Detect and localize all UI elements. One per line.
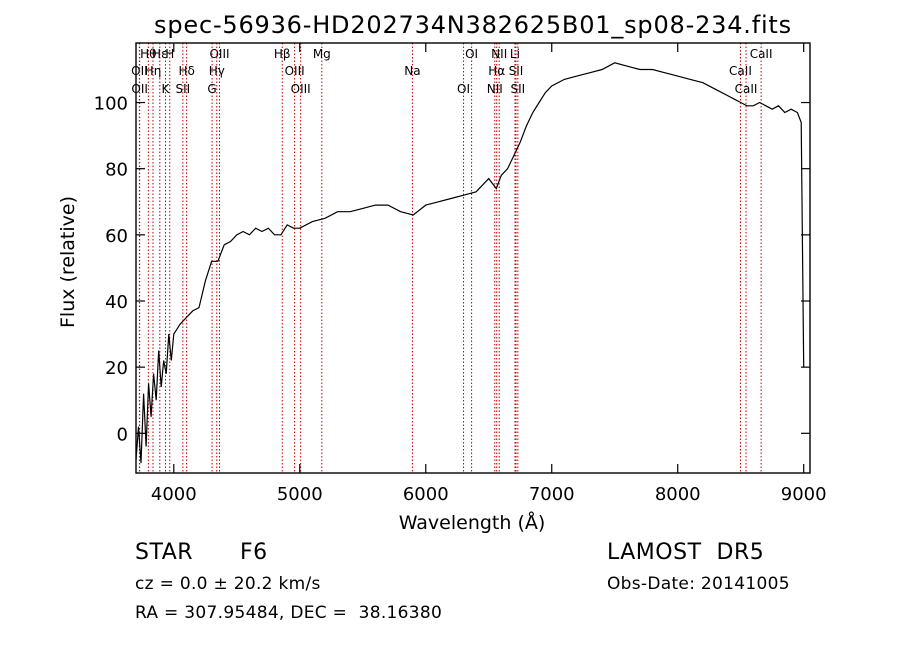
spectral-line-label: Mg	[313, 47, 331, 61]
spectral-line-label: OIII	[209, 47, 229, 61]
spectral-line-label: OI	[457, 82, 470, 96]
redshift-readout: cz = 0.0 ± 20.2 km/s	[135, 574, 321, 594]
spectral-line-label: Hδ	[178, 64, 194, 78]
spectral-line-markers: HθOIIOIIHεHηKHHδSIIOIIIHγGHβOIIIOIIIMgNa…	[131, 43, 773, 473]
x-tick-label: 7000	[529, 484, 575, 505]
spectral-line-label: Hα	[488, 64, 505, 78]
observation-date: Obs-Date: 20141005	[607, 574, 790, 594]
plot-frame	[135, 42, 811, 474]
spectral-line-label: G	[207, 82, 216, 96]
spectral-line-label: OII	[131, 82, 148, 96]
x-tick-label: 8000	[655, 484, 701, 505]
survey-name: LAMOST DR5	[607, 540, 765, 565]
y-tick-label: 80	[105, 160, 128, 181]
spectral-line-label: OIII	[291, 82, 311, 96]
x-tick-label: 4000	[151, 484, 197, 505]
y-tick-label: 0	[117, 424, 128, 445]
coordinates-readout: RA = 307.95484, DEC = 38.16380	[135, 603, 443, 623]
spectral-line-label: Hβ	[274, 47, 291, 61]
spectral-line-label: NII	[487, 82, 503, 96]
x-tick-label: 9000	[781, 484, 827, 505]
y-axis-label: Flux (relative)	[57, 196, 79, 328]
y-tick-label: 40	[105, 292, 128, 313]
chart-title: spec-56936-HD202734N382625B01_sp08-234.f…	[154, 11, 792, 39]
spectral-line-label: Hε	[152, 47, 168, 61]
spectral-line-label: SII	[176, 82, 191, 96]
spectral-line-label: Hθ	[140, 47, 156, 61]
x-axis-label: Wavelength (Å)	[399, 511, 546, 534]
axis-ticks: 4000 5000 6000 7000 8000 9000 0 20 40 60 80 100	[94, 43, 827, 505]
spectral-line-label: OIII	[285, 64, 305, 78]
spectral-line-label: Li	[510, 47, 520, 61]
spectral-line-label: SII	[509, 64, 524, 78]
object-class: STAR	[135, 540, 194, 565]
spectral-line-label: CaII	[729, 64, 752, 78]
spectral-line-label: Na	[404, 64, 420, 78]
object-subclass: F6	[240, 540, 268, 565]
x-tick-label: 6000	[403, 484, 449, 505]
y-tick-label: 20	[105, 358, 128, 379]
spectral-line-label: CaII	[735, 82, 758, 96]
spectrum-line	[135, 62, 805, 464]
spectral-line-label: CaII	[750, 47, 773, 61]
spectral-line-label: Hη	[145, 64, 162, 78]
y-tick-label: 60	[105, 226, 128, 247]
spectral-line-label: K	[162, 82, 171, 96]
spectral-line-label: Hγ	[209, 64, 225, 78]
x-tick-label: 5000	[277, 484, 323, 505]
spectral-line-label: OI	[465, 47, 478, 61]
spectral-line-label: H	[165, 47, 174, 61]
y-tick-label: 100	[94, 94, 128, 115]
spectral-line-label: SII	[510, 82, 525, 96]
spectral-line-label: NII	[491, 47, 507, 61]
